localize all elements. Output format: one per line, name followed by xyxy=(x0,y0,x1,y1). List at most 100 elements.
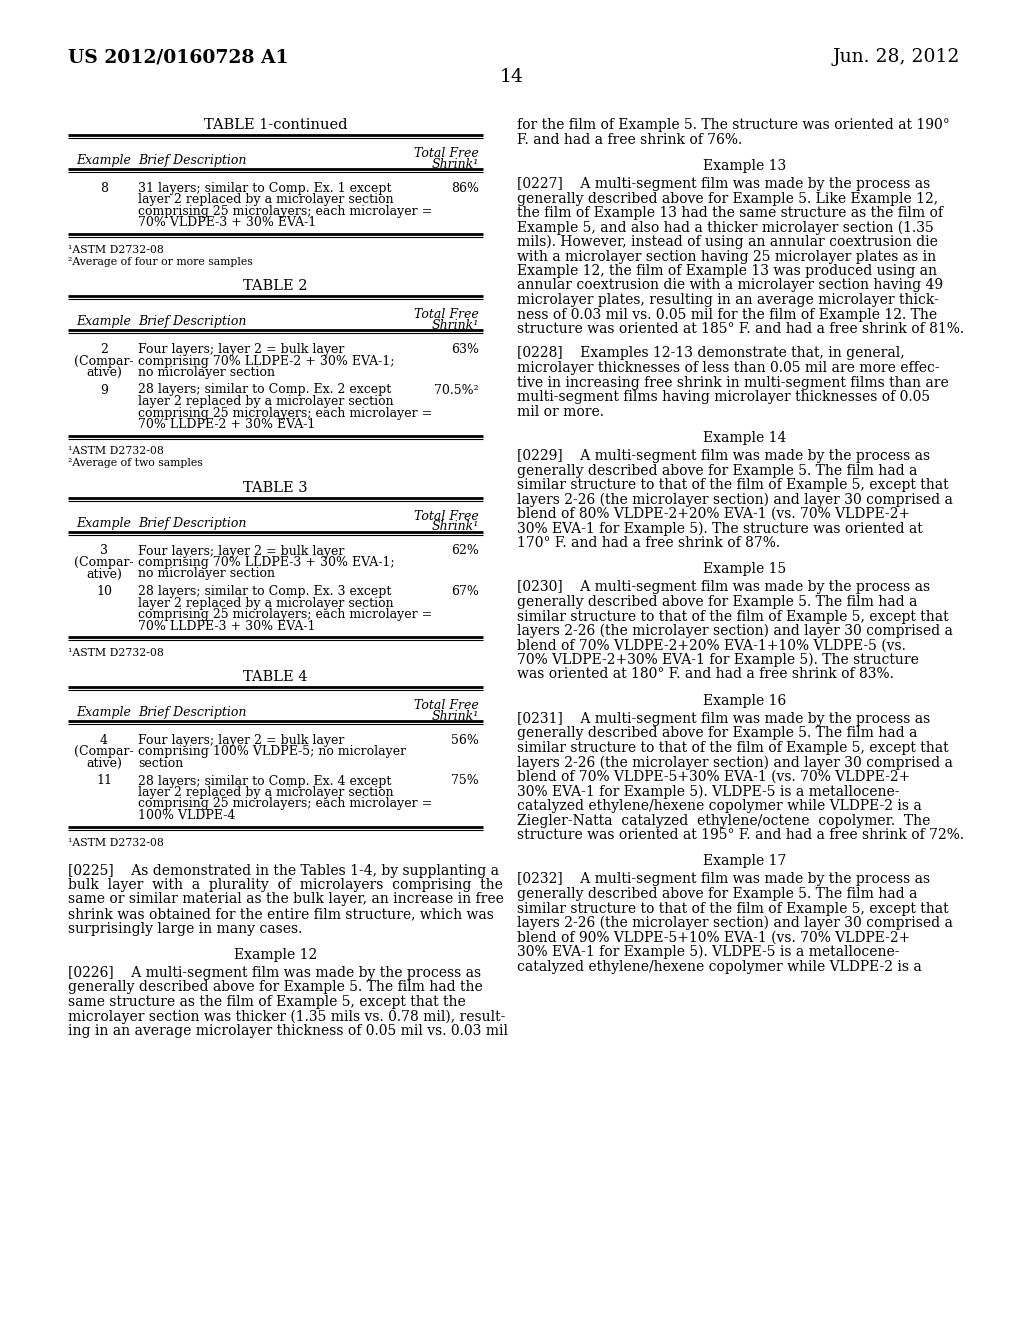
Text: 56%: 56% xyxy=(452,734,479,747)
Text: mils). However, instead of using an annular coextrusion die: mils). However, instead of using an annu… xyxy=(517,235,938,249)
Text: Jun. 28, 2012: Jun. 28, 2012 xyxy=(833,48,961,66)
Text: surprisingly large in many cases.: surprisingly large in many cases. xyxy=(68,921,302,936)
Text: same or similar material as the bulk layer, an increase in free: same or similar material as the bulk lay… xyxy=(68,892,504,907)
Text: 2: 2 xyxy=(100,343,108,356)
Text: Shrink¹: Shrink¹ xyxy=(432,319,479,333)
Text: layer 2 replaced by a microlayer section: layer 2 replaced by a microlayer section xyxy=(138,785,393,799)
Text: Example: Example xyxy=(77,516,131,529)
Text: 86%: 86% xyxy=(451,182,479,195)
Text: was oriented at 180° F. and had a free shrink of 83%.: was oriented at 180° F. and had a free s… xyxy=(517,668,894,681)
Text: ¹ASTM D2732-08: ¹ASTM D2732-08 xyxy=(68,446,164,457)
Text: comprising 25 microlayers; each microlayer =: comprising 25 microlayers; each microlay… xyxy=(138,609,432,620)
Text: comprising 70% LLDPE-2 + 30% EVA-1;: comprising 70% LLDPE-2 + 30% EVA-1; xyxy=(138,355,394,367)
Text: ative): ative) xyxy=(86,756,122,770)
Text: Example 14: Example 14 xyxy=(702,432,786,445)
Text: [0230]    A multi-segment film was made by the process as: [0230] A multi-segment film was made by … xyxy=(517,581,930,594)
Text: [0231]    A multi-segment film was made by the process as: [0231] A multi-segment film was made by … xyxy=(517,711,930,726)
Text: catalyzed ethylene/hexene copolymer while VLDPE-2 is a: catalyzed ethylene/hexene copolymer whil… xyxy=(517,960,922,974)
Text: 67%: 67% xyxy=(452,585,479,598)
Text: [0228]    Examples 12-13 demonstrate that, in general,: [0228] Examples 12-13 demonstrate that, … xyxy=(517,346,904,360)
Text: [0226]    A multi-segment film was made by the process as: [0226] A multi-segment film was made by … xyxy=(68,966,481,979)
Text: microlayer section was thicker (1.35 mils vs. 0.78 mil), result-: microlayer section was thicker (1.35 mil… xyxy=(68,1010,506,1024)
Text: shrink was obtained for the entire film structure, which was: shrink was obtained for the entire film … xyxy=(68,907,494,921)
Text: Example 5, and also had a thicker microlayer section (1.35: Example 5, and also had a thicker microl… xyxy=(517,220,934,235)
Text: F. and had a free shrink of 76%.: F. and had a free shrink of 76%. xyxy=(517,132,742,147)
Text: Four layers; layer 2 = bulk layer: Four layers; layer 2 = bulk layer xyxy=(138,343,344,356)
Text: Example: Example xyxy=(77,315,131,327)
Text: TABLE 3: TABLE 3 xyxy=(243,480,308,495)
Text: 30% EVA-1 for Example 5). VLDPE-5 is a metallocene-: 30% EVA-1 for Example 5). VLDPE-5 is a m… xyxy=(517,945,899,960)
Text: ¹ASTM D2732-08: ¹ASTM D2732-08 xyxy=(68,246,164,255)
Text: (Compar-: (Compar- xyxy=(74,746,134,759)
Text: Example: Example xyxy=(77,706,131,719)
Text: layer 2 replaced by a microlayer section: layer 2 replaced by a microlayer section xyxy=(138,395,393,408)
Text: microlayer plates, resulting in an average microlayer thick-: microlayer plates, resulting in an avera… xyxy=(517,293,939,308)
Text: TABLE 4: TABLE 4 xyxy=(244,671,308,684)
Text: Total Free: Total Free xyxy=(415,510,479,523)
Text: 70% LLDPE-2 + 30% EVA-1: 70% LLDPE-2 + 30% EVA-1 xyxy=(138,418,315,432)
Text: TABLE 2: TABLE 2 xyxy=(244,279,308,293)
Text: 100% VLDPE-4: 100% VLDPE-4 xyxy=(138,809,236,822)
Text: comprising 25 microlayers; each microlayer =: comprising 25 microlayers; each microlay… xyxy=(138,407,432,420)
Text: blend of 70% VLDPE-5+30% EVA-1 (vs. 70% VLDPE-2+: blend of 70% VLDPE-5+30% EVA-1 (vs. 70% … xyxy=(517,770,910,784)
Text: 28 layers; similar to Comp. Ex. 2 except: 28 layers; similar to Comp. Ex. 2 except xyxy=(138,384,391,396)
Text: same structure as the film of Example 5, except that the: same structure as the film of Example 5,… xyxy=(68,995,466,1008)
Text: 3: 3 xyxy=(100,544,108,557)
Text: ²Average of four or more samples: ²Average of four or more samples xyxy=(68,257,253,267)
Text: [0227]    A multi-segment film was made by the process as: [0227] A multi-segment film was made by … xyxy=(517,177,930,191)
Text: generally described above for Example 5. The film had the: generally described above for Example 5.… xyxy=(68,981,482,994)
Text: (Compar-: (Compar- xyxy=(74,355,134,367)
Text: generally described above for Example 5. The film had a: generally described above for Example 5.… xyxy=(517,887,918,902)
Text: 70.5%²: 70.5%² xyxy=(434,384,479,396)
Text: generally described above for Example 5. The film had a: generally described above for Example 5.… xyxy=(517,595,918,609)
Text: [0225]    As demonstrated in the Tables 1-4, by supplanting a: [0225] As demonstrated in the Tables 1-4… xyxy=(68,863,499,878)
Text: annular coextrusion die with a microlayer section having 49: annular coextrusion die with a microlaye… xyxy=(517,279,943,293)
Text: similar structure to that of the film of Example 5, except that: similar structure to that of the film of… xyxy=(517,478,948,492)
Text: blend of 70% VLDPE-2+20% EVA-1+10% VLDPE-5 (vs.: blend of 70% VLDPE-2+20% EVA-1+10% VLDPE… xyxy=(517,639,906,652)
Text: Example: Example xyxy=(77,154,131,168)
Text: catalyzed ethylene/hexene copolymer while VLDPE-2 is a: catalyzed ethylene/hexene copolymer whil… xyxy=(517,799,922,813)
Text: Example 13: Example 13 xyxy=(702,158,786,173)
Text: comprising 100% VLDPE-5; no microlayer: comprising 100% VLDPE-5; no microlayer xyxy=(138,746,407,759)
Text: ing in an average microlayer thickness of 0.05 mil vs. 0.03 mil: ing in an average microlayer thickness o… xyxy=(68,1024,508,1038)
Text: with a microlayer section having 25 microlayer plates as in: with a microlayer section having 25 micr… xyxy=(517,249,936,264)
Text: Example 17: Example 17 xyxy=(702,854,786,869)
Text: (Compar-: (Compar- xyxy=(74,556,134,569)
Text: generally described above for Example 5. The film had a: generally described above for Example 5.… xyxy=(517,463,918,478)
Text: Ziegler-Natta  catalyzed  ethylene/octene  copolymer.  The: Ziegler-Natta catalyzed ethylene/octene … xyxy=(517,813,931,828)
Text: ative): ative) xyxy=(86,366,122,379)
Text: similar structure to that of the film of Example 5, except that: similar structure to that of the film of… xyxy=(517,902,948,916)
Text: structure was oriented at 185° F. and had a free shrink of 81%.: structure was oriented at 185° F. and ha… xyxy=(517,322,965,337)
Text: Total Free: Total Free xyxy=(415,308,479,321)
Text: 28 layers; similar to Comp. Ex. 4 except: 28 layers; similar to Comp. Ex. 4 except xyxy=(138,775,391,788)
Text: Brief Description: Brief Description xyxy=(138,706,247,719)
Text: section: section xyxy=(138,756,183,770)
Text: bulk  layer  with  a  plurality  of  microlayers  comprising  the: bulk layer with a plurality of microlaye… xyxy=(68,878,503,892)
Text: the film of Example 13 had the same structure as the film of: the film of Example 13 had the same stru… xyxy=(517,206,943,220)
Text: mil or more.: mil or more. xyxy=(517,404,604,418)
Text: 10: 10 xyxy=(96,585,112,598)
Text: Brief Description: Brief Description xyxy=(138,315,247,327)
Text: tive in increasing free shrink in multi-segment films than are: tive in increasing free shrink in multi-… xyxy=(517,375,949,389)
Text: US 2012/0160728 A1: US 2012/0160728 A1 xyxy=(68,48,289,66)
Text: Example 12: Example 12 xyxy=(233,948,317,962)
Text: Total Free: Total Free xyxy=(415,147,479,160)
Text: microlayer thicknesses of less than 0.05 mil are more effec-: microlayer thicknesses of less than 0.05… xyxy=(517,360,940,375)
Text: Brief Description: Brief Description xyxy=(138,154,247,168)
Text: layers 2-26 (the microlayer section) and layer 30 comprised a: layers 2-26 (the microlayer section) and… xyxy=(517,916,953,931)
Text: 70% VLDPE-3 + 30% EVA-1: 70% VLDPE-3 + 30% EVA-1 xyxy=(138,216,316,230)
Text: Shrink¹: Shrink¹ xyxy=(432,710,479,723)
Text: Total Free: Total Free xyxy=(415,700,479,711)
Text: ²Average of two samples: ²Average of two samples xyxy=(68,458,203,469)
Text: 14: 14 xyxy=(500,69,524,86)
Text: ¹ASTM D2732-08: ¹ASTM D2732-08 xyxy=(68,648,164,657)
Text: multi-segment films having microlayer thicknesses of 0.05: multi-segment films having microlayer th… xyxy=(517,389,930,404)
Text: Four layers; layer 2 = bulk layer: Four layers; layer 2 = bulk layer xyxy=(138,734,344,747)
Text: 30% EVA-1 for Example 5). The structure was oriented at: 30% EVA-1 for Example 5). The structure … xyxy=(517,521,923,536)
Text: comprising 70% LLDPE-3 + 30% EVA-1;: comprising 70% LLDPE-3 + 30% EVA-1; xyxy=(138,556,394,569)
Text: 11: 11 xyxy=(96,775,112,788)
Text: layer 2 replaced by a microlayer section: layer 2 replaced by a microlayer section xyxy=(138,194,393,206)
Text: comprising 25 microlayers; each microlayer =: comprising 25 microlayers; each microlay… xyxy=(138,797,432,810)
Text: 9: 9 xyxy=(100,384,108,396)
Text: Example 16: Example 16 xyxy=(702,694,786,708)
